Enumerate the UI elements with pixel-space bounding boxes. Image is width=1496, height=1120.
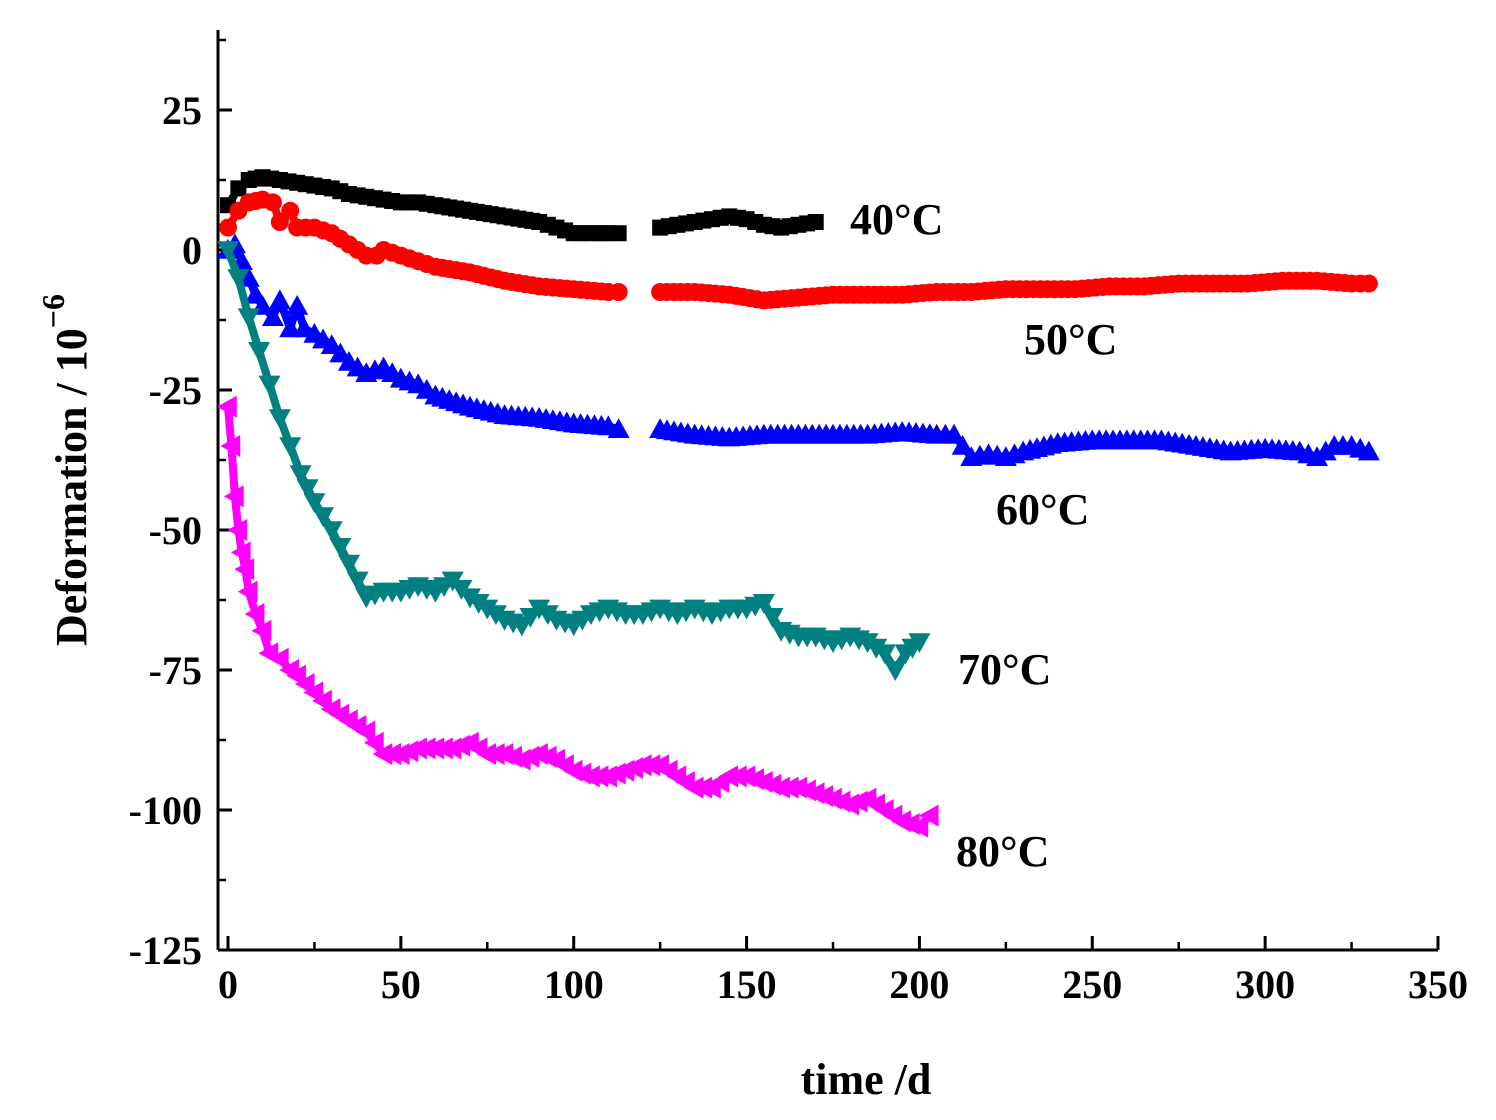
- data-point: [865, 638, 888, 659]
- series-40C: [220, 169, 824, 242]
- data-point: [279, 437, 302, 457]
- data-point: [329, 538, 352, 558]
- data-point: [223, 485, 244, 508]
- data-point: [459, 588, 481, 609]
- data-point: [884, 661, 907, 681]
- data-point: [355, 720, 376, 743]
- data-point: [943, 423, 965, 444]
- data-point: [217, 395, 237, 418]
- data-point: [230, 541, 251, 564]
- data-point: [220, 435, 241, 457]
- data-point: [1357, 440, 1380, 461]
- plot-area: [217, 169, 1380, 838]
- series-label: 40°C: [850, 195, 943, 244]
- data-point: [234, 558, 255, 581]
- data-point: [1306, 446, 1328, 466]
- series-80C: [217, 395, 939, 838]
- data-point: [219, 218, 237, 237]
- data-point: [761, 608, 784, 628]
- data-point: [281, 201, 300, 220]
- data-point: [303, 493, 326, 513]
- data-point: [1314, 440, 1337, 461]
- y-tick-label: -25: [149, 368, 202, 413]
- series-label: 60°C: [996, 485, 1089, 534]
- series-label: 80°C: [956, 827, 1049, 876]
- data-point: [363, 731, 384, 754]
- data-point: [258, 375, 281, 396]
- data-point: [261, 306, 284, 326]
- y-tick-label: 25: [162, 88, 202, 133]
- x-tick-label: 50: [381, 962, 421, 1007]
- series-label: 70°C: [958, 645, 1051, 694]
- data-point: [528, 599, 551, 620]
- x-tick-label: 200: [889, 962, 949, 1007]
- data-point: [918, 804, 939, 827]
- data-point: [268, 409, 291, 429]
- data-point: [1359, 274, 1378, 293]
- data-point: [312, 507, 335, 527]
- series-line: [224, 246, 924, 674]
- data-point: [217, 241, 239, 261]
- x-tick-label: 0: [218, 962, 238, 1007]
- y-tick-label: 0: [182, 228, 202, 273]
- series-60C: [217, 233, 1380, 466]
- data-point: [248, 342, 271, 362]
- y-axis-title: Deformation / 10−6: [35, 294, 96, 646]
- data-point: [607, 418, 630, 438]
- data-point: [289, 465, 312, 485]
- data-point: [467, 594, 490, 614]
- data-point: [296, 479, 319, 499]
- data-point: [227, 519, 248, 541]
- data-point: [476, 599, 499, 620]
- data-point: [536, 605, 559, 625]
- x-tick-label: 100: [544, 962, 604, 1007]
- x-axis-title: time /d: [801, 1055, 932, 1104]
- svg-text:Deformation / 10−6: Deformation / 10−6: [35, 294, 96, 646]
- series-label: 50°C: [1024, 315, 1117, 364]
- data-point: [286, 295, 309, 315]
- data-point: [807, 214, 824, 230]
- data-point: [752, 594, 775, 614]
- data-point: [227, 269, 250, 289]
- x-tick-label: 150: [717, 962, 777, 1007]
- data-point: [320, 521, 343, 541]
- y-tick-label: -50: [149, 508, 202, 553]
- data-point: [873, 644, 896, 665]
- y-tick-label: -125: [129, 928, 202, 973]
- data-point: [251, 619, 272, 642]
- data-point: [237, 580, 258, 603]
- axes: 0 50 100 150 200 250 300 350250-25-50-75-100-12…: [129, 30, 1468, 1007]
- x-tick-label: 250: [1062, 962, 1122, 1007]
- data-point: [908, 815, 929, 838]
- data-point: [908, 633, 931, 653]
- data-point: [244, 603, 265, 625]
- data-point: [484, 605, 507, 625]
- data-point: [263, 193, 282, 212]
- y-tick-label: -75: [149, 648, 202, 693]
- data-point: [856, 633, 879, 653]
- data-point: [268, 647, 289, 670]
- data-point: [279, 317, 302, 338]
- data-point: [610, 225, 627, 242]
- data-point: [951, 435, 974, 455]
- y-axis-title-exponent: −6: [35, 294, 71, 328]
- x-tick-label: 350: [1408, 962, 1468, 1007]
- series-labels: 40°C 50°C 60°C 70°C 80°C: [850, 195, 1117, 876]
- y-axis-title-main: Deformation / 10: [47, 328, 96, 646]
- data-point: [268, 289, 291, 310]
- data-point: [609, 283, 628, 301]
- series-50C: [219, 190, 1378, 310]
- data-point: [237, 308, 260, 329]
- y-tick-label: -100: [129, 788, 202, 833]
- series-70C: [217, 241, 931, 681]
- x-tick-label: 300: [1235, 962, 1295, 1007]
- data-point: [346, 571, 369, 592]
- data-point: [338, 554, 360, 575]
